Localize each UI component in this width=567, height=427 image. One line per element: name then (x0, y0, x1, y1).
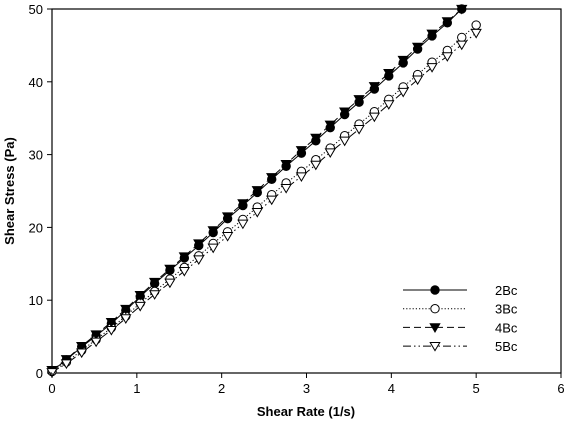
series-layer (46, 4, 482, 378)
y-tick-label: 0 (36, 366, 43, 381)
data-point-4Bc (324, 120, 336, 131)
data-point-5Bc (237, 219, 249, 230)
x-tick-label: 0 (48, 381, 55, 396)
x-axis-ticks: 0 1 2 3 4 5 6 (48, 373, 565, 396)
legend-marker-3Bc (430, 304, 440, 314)
x-axis-label: Shear Rate (1/s) (257, 404, 355, 419)
data-point-4Bc (295, 146, 308, 156)
legend-label-3Bc: 3Bc (495, 302, 518, 317)
data-point-4Bc (221, 212, 234, 223)
series-line-4Bc (51, 8, 463, 371)
data-point-4Bc (266, 173, 278, 183)
data-point-4Bc (164, 264, 176, 275)
x-tick-label: 2 (218, 381, 225, 396)
x-tick-label: 3 (303, 381, 310, 396)
data-point-4Bc (105, 317, 118, 328)
x-tick-label: 5 (473, 381, 480, 396)
y-tick-label: 50 (29, 2, 43, 17)
data-point-5Bc (353, 125, 365, 135)
data-point-5Bc (456, 40, 468, 51)
data-point-5Bc (105, 325, 118, 336)
data-point-4Bc (237, 199, 249, 209)
data-point-5Bc (251, 208, 263, 218)
data-point-5Bc (295, 172, 308, 182)
data-point-3Bc (471, 20, 481, 30)
x-tick-label: 4 (388, 381, 395, 396)
data-point-4Bc (310, 133, 322, 144)
data-point-5Bc (310, 160, 322, 171)
x-tick-label: 1 (133, 381, 140, 396)
y-tick-label: 10 (29, 293, 43, 308)
data-point-4Bc (76, 341, 88, 352)
data-point-4Bc (441, 17, 453, 27)
data-point-5Bc (90, 337, 102, 348)
data-point-5Bc (426, 63, 438, 73)
data-point-5Bc (411, 75, 424, 86)
data-point-5Bc (280, 183, 292, 194)
data-point-5Bc (441, 52, 453, 62)
data-point-4Bc (134, 291, 146, 301)
data-point-5Bc (339, 136, 351, 147)
data-point-4Bc (207, 226, 219, 236)
data-point-4Bc (90, 330, 102, 340)
data-point-4Bc (383, 68, 395, 79)
data-point-5Bc (76, 348, 88, 359)
series-4Bc (46, 4, 468, 376)
data-point-4Bc (148, 277, 161, 288)
data-point-4Bc (411, 42, 424, 53)
y-axis-ticks: 0 10 20 30 40 50 (29, 2, 52, 381)
data-point-3Bc (457, 32, 467, 43)
legend-label-5Bc: 5Bc (495, 339, 518, 354)
data-point-5Bc (397, 87, 409, 98)
data-point-4Bc (178, 252, 191, 263)
data-point-5Bc (193, 255, 205, 265)
series-5Bc (46, 28, 482, 378)
legend-marker-4Bc (429, 323, 441, 333)
data-point-4Bc (280, 159, 292, 170)
y-axis-label: Shear Stress (Pa) (2, 137, 17, 245)
data-point-4Bc (339, 107, 351, 118)
data-point-5Bc (221, 232, 234, 242)
data-point-5Bc (324, 148, 336, 158)
data-point-5Bc (134, 301, 146, 312)
legend-label-2Bc: 2Bc (495, 283, 518, 298)
data-point-4Bc (397, 55, 409, 66)
data-point-4Bc (426, 29, 438, 40)
data-point-5Bc (207, 243, 219, 254)
data-point-5Bc (60, 359, 73, 370)
data-point-4Bc (456, 4, 468, 15)
data-point-4Bc (120, 304, 132, 315)
x-tick-label: 6 (557, 381, 564, 396)
data-point-5Bc (164, 278, 176, 289)
data-point-5Bc (470, 28, 482, 39)
legend: 2Bc 3Bc 4Bc 5Bc (403, 283, 518, 354)
y-tick-label: 30 (29, 148, 43, 163)
data-point-4Bc (251, 186, 263, 196)
data-point-5Bc (383, 100, 395, 110)
data-point-5Bc (368, 112, 381, 123)
data-point-4Bc (368, 82, 381, 92)
legend-label-4Bc: 4Bc (495, 320, 518, 335)
series-line-5Bc (51, 32, 477, 373)
data-point-5Bc (148, 290, 161, 300)
data-point-4Bc (193, 239, 205, 249)
data-point-5Bc (178, 266, 191, 277)
y-tick-label: 40 (29, 75, 43, 90)
data-point-5Bc (120, 314, 132, 324)
data-point-5Bc (266, 195, 278, 206)
legend-marker-5Bc (429, 342, 441, 352)
y-tick-label: 20 (29, 220, 43, 235)
legend-marker-2Bc (430, 285, 440, 295)
data-point-4Bc (353, 95, 365, 105)
